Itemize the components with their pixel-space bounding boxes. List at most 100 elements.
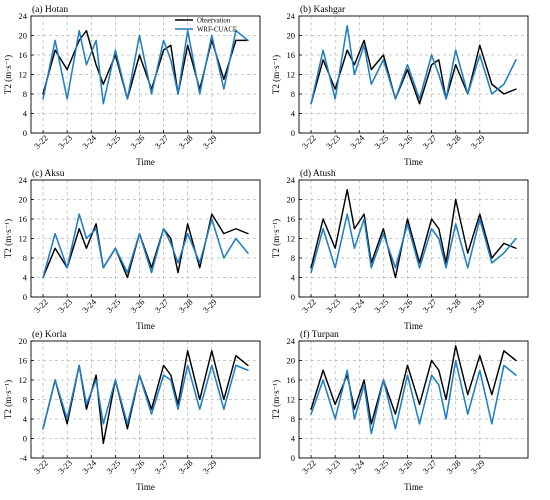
- y-tick-label: 0: [291, 128, 295, 138]
- x-tick-label: 3-22: [32, 133, 50, 151]
- y-tick-label: 12: [287, 395, 296, 405]
- x-tick-label: 3-25: [104, 297, 122, 315]
- y-tick-label: 0: [23, 128, 27, 138]
- y-axis-label: T2 (m·s⁻¹): [3, 55, 13, 94]
- y-tick-label: 20: [19, 31, 28, 41]
- y-tick-label: 16: [287, 375, 296, 385]
- x-tick-label: 3-22: [32, 297, 50, 315]
- x-tick-label: 3-23: [56, 458, 74, 476]
- y-tick-label: 20: [287, 356, 296, 366]
- x-tick-label: 3-26: [396, 133, 414, 151]
- series-line-wrf-cuace: [42, 213, 249, 279]
- y-tick-label: 20: [19, 195, 28, 205]
- x-tick-label: 3-26: [128, 297, 146, 315]
- y-tick-label: 24: [19, 175, 28, 185]
- y-tick-label: 12: [287, 234, 296, 244]
- y-tick-label: 8: [23, 89, 27, 99]
- panel-title: (d) Atush: [300, 168, 336, 179]
- y-tick-label: 4: [291, 434, 296, 444]
- legend-entry: WRF-CUACE: [197, 27, 237, 34]
- y-tick-label: 24: [19, 11, 28, 21]
- series-line-wrf-cuace: [310, 213, 517, 274]
- y-tick-label: 24: [287, 11, 296, 21]
- series-line-wrf-cuace: [42, 29, 249, 105]
- x-tick-label: 3-23: [56, 297, 74, 315]
- x-tick-label: 3-25: [372, 297, 390, 315]
- plot-frame: [298, 179, 529, 298]
- y-tick-label: 16: [287, 50, 296, 60]
- plot-frame: [298, 15, 529, 134]
- y-tick-label: -4: [20, 453, 28, 463]
- plot-frame: [30, 179, 261, 298]
- x-tick-label: 3-26: [396, 458, 414, 476]
- x-tick-label: 3-28: [177, 458, 195, 476]
- x-axis-label: Time: [404, 482, 423, 492]
- y-tick-label: 0: [291, 292, 295, 302]
- x-tick-label: 3-22: [300, 458, 318, 476]
- y-tick-label: 12: [19, 234, 28, 244]
- x-axis-label: Time: [404, 157, 423, 167]
- y-tick-label: 4: [23, 414, 28, 424]
- plot-frame: [298, 340, 529, 459]
- x-tick-label: 3-22: [300, 133, 318, 151]
- x-tick-label: 3-25: [104, 133, 122, 151]
- x-tick-label: 3-25: [104, 458, 122, 476]
- y-axis-label: T2 (m·s⁻¹): [271, 380, 281, 419]
- y-tick-label: 8: [291, 89, 295, 99]
- y-tick-label: 12: [19, 375, 28, 385]
- y-tick-label: 12: [287, 70, 296, 80]
- y-tick-label: 20: [287, 195, 296, 205]
- y-tick-label: 0: [23, 434, 27, 444]
- panel-title: (a) Hotan: [32, 4, 68, 15]
- x-tick-label: 3-25: [372, 133, 390, 151]
- y-axis-label: T2 (m·s⁻¹): [3, 380, 13, 419]
- y-tick-label: 20: [287, 31, 296, 41]
- x-tick-label: 3-23: [324, 133, 342, 151]
- x-tick-label: 3-27: [152, 458, 170, 476]
- x-axis-label: Time: [136, 321, 155, 331]
- plot-frame: [30, 15, 261, 134]
- x-tick-label: 3-29: [469, 458, 487, 476]
- series-line-wrf-cuace: [310, 24, 517, 105]
- x-tick-label: 3-26: [128, 133, 146, 151]
- y-tick-label: 0: [291, 453, 295, 463]
- x-tick-label: 3-23: [324, 297, 342, 315]
- series-line-observation: [310, 189, 517, 279]
- series-line-observation: [310, 345, 517, 425]
- x-tick-label: 3-28: [177, 297, 195, 315]
- x-tick-label: 3-29: [201, 458, 219, 476]
- x-tick-label: 3-25: [372, 458, 390, 476]
- x-tick-label: 3-29: [201, 297, 219, 315]
- series-line-observation: [310, 39, 517, 105]
- x-tick-label: 3-27: [420, 458, 438, 476]
- y-tick-label: 8: [23, 395, 27, 405]
- x-tick-label: 3-24: [348, 457, 367, 476]
- panel-title: (f) Turpan: [300, 329, 339, 340]
- x-tick-label: 3-24: [348, 132, 367, 151]
- x-tick-label: 3-27: [152, 297, 170, 315]
- panel-a-hotan: 3-22 3-23 3-24 3-25 3-26 3-27 3-28 3-29 0 4 8 12 16 2…: [3, 4, 261, 167]
- panel-title: (e) Korla: [32, 329, 67, 340]
- plot-frame: [30, 340, 261, 459]
- series-line-wrf-cuace: [310, 359, 517, 435]
- x-tick-label: 3-29: [469, 133, 487, 151]
- x-tick-label: 3-27: [420, 297, 438, 315]
- y-axis-label: T2 (m·s⁻¹): [3, 219, 13, 258]
- x-tick-label: 3-22: [32, 458, 50, 476]
- x-tick-label: 3-24: [80, 296, 99, 315]
- x-tick-label: 3-23: [56, 133, 74, 151]
- y-tick-label: 20: [19, 336, 28, 346]
- x-axis-label: Time: [136, 482, 155, 492]
- y-tick-label: 8: [23, 253, 27, 263]
- y-tick-label: 12: [19, 70, 28, 80]
- x-tick-label: 3-24: [80, 457, 99, 476]
- panel-d-atush: 3-22 3-23 3-24 3-25 3-26 3-27 3-28 3-29 0 4 8 12 16 2…: [271, 168, 529, 331]
- panel-e-korla: 3-22 3-23 3-24 3-25 3-26 3-27 3-28 3-29 -4 0 4 8 12 1…: [3, 329, 261, 492]
- y-tick-label: 4: [291, 273, 296, 283]
- y-tick-label: 16: [19, 214, 28, 224]
- y-tick-label: 16: [19, 50, 28, 60]
- y-tick-label: 0: [23, 292, 27, 302]
- x-tick-label: 3-22: [300, 297, 318, 315]
